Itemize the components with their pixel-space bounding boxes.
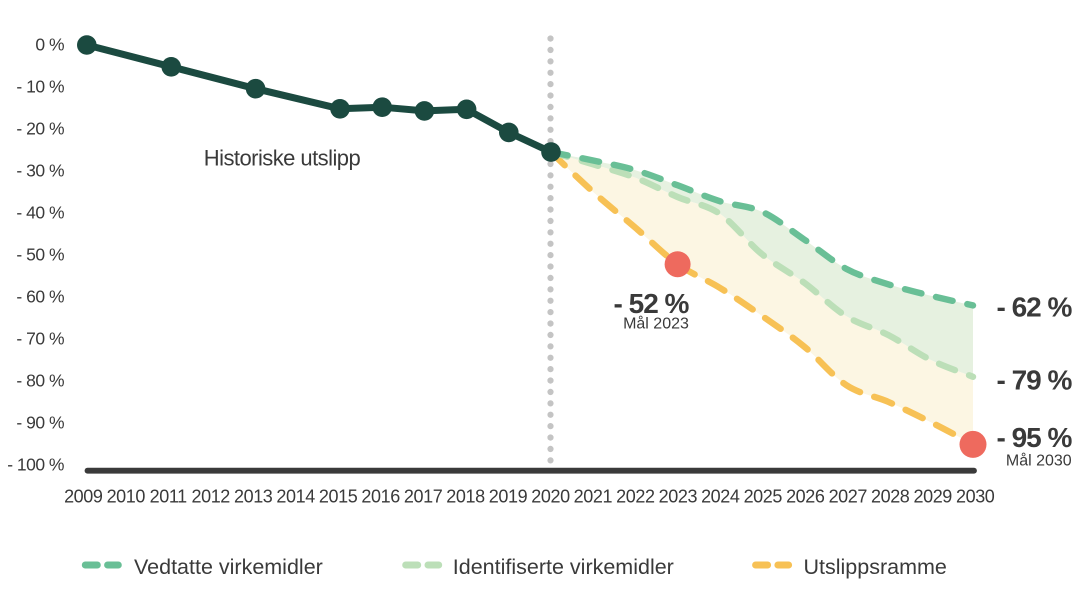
- svg-text:2016: 2016: [361, 486, 400, 506]
- svg-text:2009: 2009: [64, 486, 103, 506]
- svg-text:Historiske utslipp: Historiske utslipp: [204, 146, 361, 171]
- svg-text:- 40 %: - 40 %: [16, 203, 64, 223]
- svg-text:Identifiserte virkemidler: Identifiserte virkemidler: [453, 555, 674, 579]
- svg-text:Mål 2023: Mål 2023: [623, 315, 689, 333]
- svg-text:2020: 2020: [531, 486, 570, 506]
- svg-text:- 80 %: - 80 %: [16, 371, 64, 391]
- svg-text:2017: 2017: [404, 486, 443, 506]
- svg-text:2027: 2027: [829, 486, 868, 506]
- svg-text:2012: 2012: [191, 486, 230, 506]
- svg-text:2025: 2025: [744, 486, 783, 506]
- svg-text:- 90 %: - 90 %: [16, 413, 64, 433]
- svg-text:Utslippsramme: Utslippsramme: [804, 555, 947, 579]
- svg-text:2028: 2028: [871, 486, 910, 506]
- svg-text:- 10 %: - 10 %: [16, 77, 64, 97]
- svg-text:2013: 2013: [234, 486, 273, 506]
- svg-text:2021: 2021: [574, 486, 613, 506]
- svg-text:2024: 2024: [701, 486, 740, 506]
- svg-text:2018: 2018: [446, 486, 485, 506]
- svg-text:- 52 %: - 52 %: [614, 288, 690, 319]
- svg-text:2022: 2022: [616, 486, 655, 506]
- svg-text:2026: 2026: [786, 486, 825, 506]
- svg-text:- 79 %: - 79 %: [997, 365, 1073, 396]
- svg-text:2010: 2010: [107, 486, 146, 506]
- svg-text:2011: 2011: [150, 486, 187, 506]
- svg-text:2023: 2023: [659, 486, 698, 506]
- svg-text:2030: 2030: [956, 486, 995, 506]
- svg-text:- 95 %: - 95 %: [997, 422, 1073, 453]
- svg-text:- 60 %: - 60 %: [16, 287, 64, 307]
- svg-text:2015: 2015: [319, 486, 358, 506]
- svg-text:Mål 2030: Mål 2030: [1006, 452, 1072, 470]
- svg-text:2019: 2019: [489, 486, 528, 506]
- svg-text:- 70 %: - 70 %: [16, 329, 64, 349]
- svg-text:2029: 2029: [913, 486, 952, 506]
- svg-text:- 30 %: - 30 %: [16, 161, 64, 181]
- svg-text:- 20 %: - 20 %: [16, 119, 64, 139]
- svg-text:Vedtatte virkemidler: Vedtatte virkemidler: [134, 555, 323, 579]
- svg-text:- 50 %: - 50 %: [16, 245, 64, 265]
- svg-text:0 %: 0 %: [35, 35, 64, 55]
- svg-text:2014: 2014: [276, 486, 315, 506]
- svg-text:- 62 %: - 62 %: [997, 292, 1073, 323]
- svg-text:- 100 %: - 100 %: [7, 455, 64, 475]
